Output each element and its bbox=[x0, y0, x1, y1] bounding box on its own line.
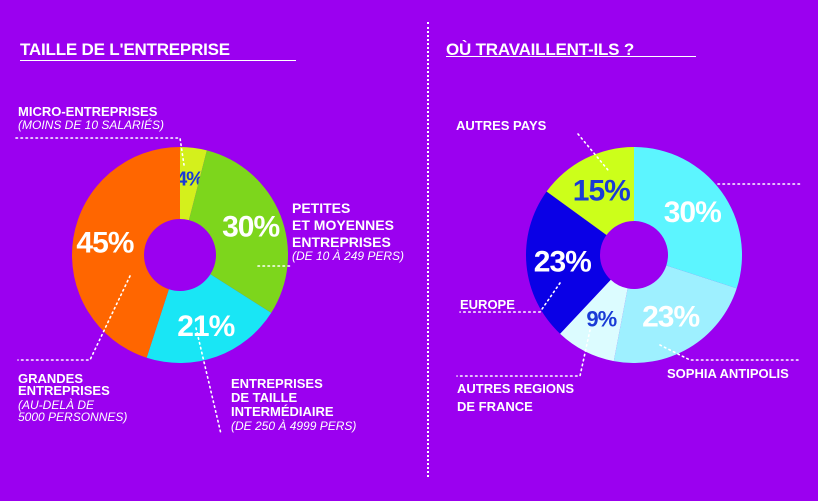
slice-value-label-1-3: 23% bbox=[534, 245, 591, 278]
ge-sublabel-line2: 5000 PERSONNES) bbox=[18, 410, 128, 424]
work-location-donut: 30% 23% 9% 23% 15% bbox=[526, 147, 742, 364]
donut-slice-1-4 bbox=[546, 147, 634, 236]
slice-value-label-0-3: 45% bbox=[76, 227, 133, 260]
pme-sublabel: (DE 10 À 249 PERS) bbox=[292, 249, 405, 263]
ge-sublabel-line1: (AU-DELÀ DE bbox=[18, 398, 95, 412]
panel-divider bbox=[427, 22, 429, 477]
leader-line-2 bbox=[195, 327, 222, 435]
donut-slice-1-3 bbox=[526, 191, 611, 334]
donut-slice-0-1 bbox=[188, 150, 288, 313]
leader-lines bbox=[15, 133, 801, 435]
slice-value-label-0-0: 4% bbox=[176, 169, 204, 191]
donut-slice-0-3 bbox=[72, 147, 180, 358]
ge-label-line2: ENTREPRISES bbox=[18, 383, 110, 398]
eti-label-line2: DE TAILLE bbox=[231, 390, 298, 405]
work-location-title-underline bbox=[446, 56, 696, 57]
donut-slice-0-2 bbox=[146, 274, 272, 363]
ge-label-line1: GRANDES bbox=[18, 371, 84, 386]
autres-regions-label-line2: DE FRANCE bbox=[457, 399, 533, 414]
company-size-title: TAILLE DE L'ENTREPRISE bbox=[20, 40, 230, 59]
autres-pays-label: AUTRES PAYS bbox=[456, 118, 547, 133]
donut-slice-1-0 bbox=[634, 147, 742, 289]
micro-sublabel: (MOINS DE 10 SALARIÉS) bbox=[18, 118, 165, 132]
slice-value-label-1-4: 15% bbox=[573, 174, 630, 207]
autres-regions-label-line1: AUTRES REGIONS bbox=[457, 381, 575, 396]
company-size-donut: 4% 30% 21% 45% bbox=[72, 147, 288, 363]
donut-slice-0-0 bbox=[180, 147, 207, 221]
donut-slice-1-2 bbox=[560, 279, 628, 362]
slice-value-label-1-2: 9% bbox=[586, 307, 616, 332]
donut-slice-1-1 bbox=[613, 265, 737, 364]
eti-sublabel: (DE 250 À 4999 PERS) bbox=[231, 419, 357, 433]
europe-label: EUROPE bbox=[460, 297, 515, 312]
eti-label-line3: INTERMÉDIAIRE bbox=[231, 404, 334, 419]
leader-line-6 bbox=[459, 282, 561, 313]
pme-label-line2: ET MOYENNES bbox=[292, 217, 394, 233]
leader-line-3 bbox=[17, 275, 131, 361]
slice-value-label-1-1: 23% bbox=[642, 300, 699, 333]
leader-line-0 bbox=[15, 137, 185, 166]
sophia-label: SOPHIA ANTIPOLIS bbox=[667, 366, 789, 381]
pme-label-line3: ENTREPRISES bbox=[292, 234, 391, 250]
leader-line-7 bbox=[456, 329, 591, 377]
company-size-title-underline bbox=[20, 60, 296, 61]
work-location-title: OÙ TRAVAILLENT-ILS ? bbox=[446, 40, 635, 59]
slice-value-label-0-2: 21% bbox=[177, 310, 234, 343]
eti-label-line1: ENTREPRISES bbox=[231, 376, 323, 391]
leader-line-8 bbox=[659, 344, 801, 361]
pme-label-line1: PETITES bbox=[292, 200, 351, 216]
micro-label: MICRO-ENTREPRISES bbox=[18, 104, 158, 119]
slice-value-label-1-0: 30% bbox=[664, 196, 721, 229]
slice-value-label-0-1: 30% bbox=[222, 211, 279, 244]
